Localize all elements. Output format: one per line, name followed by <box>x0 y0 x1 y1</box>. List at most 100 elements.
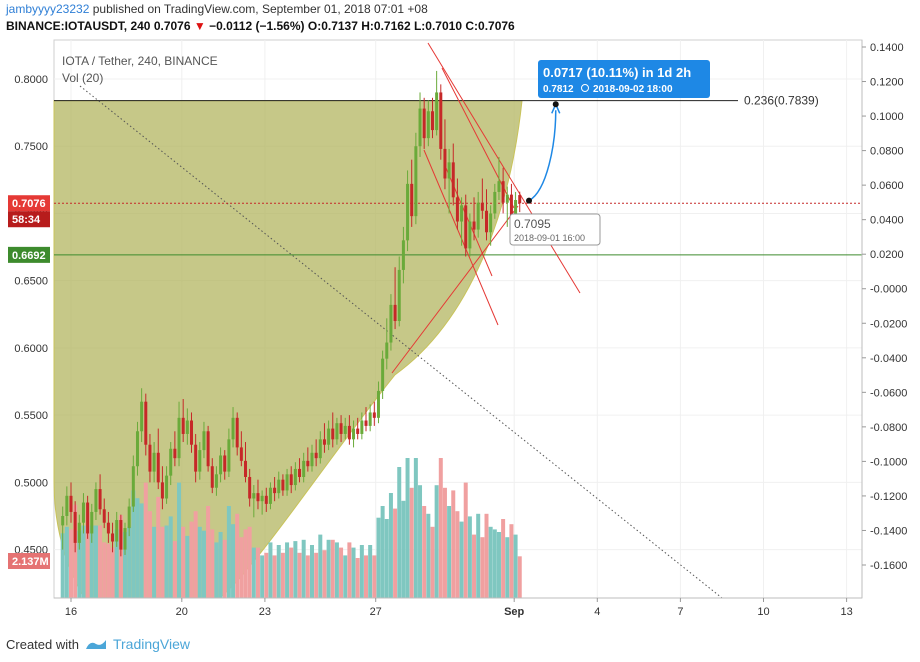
projection-start-dot <box>526 197 532 204</box>
axes: 0.80000.75000.70000.65000.60000.55000.50… <box>8 40 907 618</box>
candle-body <box>77 522 81 543</box>
volume-bar <box>334 542 339 598</box>
volume-tag-box <box>8 553 50 569</box>
volume-bar <box>226 506 231 598</box>
candle-body <box>347 425 351 440</box>
publish-info: jambyyyy23232 published on TradingView.c… <box>6 2 428 16</box>
annotations: 0.7095 2018-09-01 16:00 0.0717 (10.11%) in… <box>509 60 710 246</box>
candle-body <box>194 444 198 472</box>
drawing-lines: 0.236(0.7839) <box>54 42 862 599</box>
volume-bar <box>467 516 472 598</box>
x-tick-label: 13 <box>840 606 852 618</box>
candle-body <box>202 431 206 451</box>
right-tick-label: 0.0400 <box>870 215 904 227</box>
candle-body <box>165 475 169 499</box>
candle-body <box>306 460 310 467</box>
volume-bar <box>368 545 373 598</box>
candle-body <box>119 520 123 550</box>
tradingview-link[interactable]: TradingView <box>112 636 191 652</box>
x-tick-label: Sep <box>504 606 524 618</box>
volume-bar <box>255 547 260 598</box>
candle-body <box>435 92 439 131</box>
candle-body <box>327 428 331 445</box>
red-trendline <box>391 205 519 374</box>
candle-body <box>364 420 368 426</box>
candle-body <box>248 476 252 499</box>
candle-body <box>61 515 65 526</box>
volume-bar <box>164 525 169 598</box>
dotted-trendline <box>79 85 723 599</box>
candle-body <box>476 202 480 230</box>
candle-body <box>414 146 418 217</box>
last-price: 0.7076 <box>153 19 191 33</box>
volume-bar <box>309 545 314 598</box>
author-link[interactable]: jambyyyy23232 <box>6 2 90 16</box>
candle-body <box>509 194 513 217</box>
candle-body <box>102 509 106 523</box>
volume-bar <box>239 537 244 598</box>
candle-body <box>256 493 260 502</box>
volume-bar <box>264 552 269 598</box>
volume-bar <box>139 503 144 598</box>
candle-body <box>485 210 488 233</box>
volume-bar <box>60 533 65 598</box>
candle-body <box>111 533 115 542</box>
volume-bar <box>69 529 73 598</box>
candle-body <box>148 444 152 472</box>
volume-bar <box>293 541 298 598</box>
volume-bar <box>492 529 497 598</box>
candle-body <box>447 162 451 179</box>
candle-body <box>430 111 434 131</box>
volume-bar <box>339 547 344 598</box>
candle-body <box>335 423 339 440</box>
volume-bar <box>442 487 447 598</box>
volume-bar <box>517 556 522 598</box>
candle-body <box>214 474 218 488</box>
candle-body <box>343 425 347 434</box>
volume-bar <box>197 526 202 598</box>
volume-bar <box>364 555 369 598</box>
candle-body <box>115 520 119 542</box>
projection-end-dot <box>552 101 559 108</box>
candle-body <box>210 466 214 488</box>
legend-title: IOTA / Tether, 240, BINANCE <box>62 54 218 68</box>
volume-bar <box>102 542 107 598</box>
volume-bar <box>247 526 252 598</box>
candle-body <box>451 162 455 198</box>
candle-body <box>443 148 447 179</box>
volume-bar <box>152 526 157 598</box>
candle-body <box>331 428 335 440</box>
projection-arrow <box>528 110 557 202</box>
volume-bar <box>260 555 265 598</box>
candle-body <box>123 528 127 550</box>
open-label: O: <box>307 19 322 33</box>
volume-bar <box>160 526 165 598</box>
volume-bar <box>314 552 319 598</box>
right-tick-label: -0.0000 <box>870 284 907 296</box>
right-tick-label: -0.1000 <box>870 456 907 468</box>
projection-target-price: 0.7812 <box>543 84 574 95</box>
start-price-label: 0.7095 <box>514 217 551 231</box>
price-change: −0.0112 (−1.56%) <box>209 19 305 33</box>
candle-body <box>244 460 248 477</box>
candles <box>61 70 522 557</box>
volume-bar <box>347 542 352 598</box>
candle-body <box>439 92 443 149</box>
volume-bar <box>172 541 177 598</box>
published-text: published on TradingView.com, September … <box>92 2 428 16</box>
price-chart[interactable]: 0.236(0.7839) 0.7095 2018-09-01 16:00 0.07… <box>0 38 920 622</box>
clock-icon <box>581 84 589 92</box>
candle-body <box>140 401 144 432</box>
candle-body <box>314 452 318 459</box>
candle-body <box>281 479 285 491</box>
candle-body <box>372 412 376 418</box>
candle-body <box>318 439 322 459</box>
support-price-tag-box <box>8 246 50 263</box>
volume-bar <box>480 537 485 598</box>
candle-body <box>73 511 77 543</box>
high-value: 0.7162 <box>373 19 411 33</box>
volume-bar <box>64 526 69 598</box>
volume-bar <box>472 534 477 598</box>
projection-label-box <box>538 60 710 98</box>
volume-bar <box>214 542 219 598</box>
